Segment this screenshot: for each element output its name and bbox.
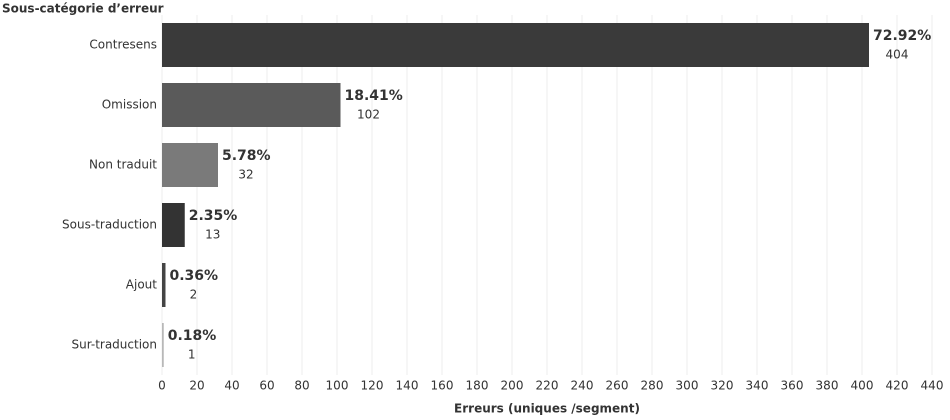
y-tick-label: Contresens [89, 38, 157, 52]
x-tick-label: 240 [571, 379, 594, 393]
x-tick-label: 260 [606, 379, 629, 393]
percent-label: 18.41% [345, 88, 403, 104]
bar [162, 143, 218, 187]
x-tick-label: 200 [501, 379, 524, 393]
y-tick-label: Sur-traduction [71, 338, 157, 352]
x-tick-label: 280 [641, 379, 664, 393]
percent-label: 72.92% [873, 28, 931, 44]
value-label: 102 [357, 108, 380, 122]
value-label: 1 [188, 348, 196, 362]
bar [162, 323, 164, 367]
x-tick-label: 40 [224, 379, 239, 393]
x-tick-label: 360 [781, 379, 804, 393]
percent-label: 2.35% [189, 208, 238, 224]
value-label: 404 [886, 48, 909, 62]
x-tick-label: 440 [921, 379, 944, 393]
percent-label: 0.36% [170, 268, 219, 284]
x-tick-label: 120 [361, 379, 384, 393]
x-tick-label: 320 [711, 379, 734, 393]
bar [162, 83, 341, 127]
x-tick-label: 60 [259, 379, 274, 393]
value-label: 32 [238, 168, 253, 182]
value-label: 2 [190, 288, 198, 302]
percent-label: 0.18% [168, 328, 217, 344]
x-tick-label: 220 [536, 379, 559, 393]
y-tick-label: Ajout [126, 278, 157, 292]
x-tick-label: 160 [431, 379, 454, 393]
x-tick-label: 400 [851, 379, 874, 393]
x-tick-label: 300 [676, 379, 699, 393]
y-tick-label: Non traduit [89, 158, 157, 172]
x-tick-label: 20 [189, 379, 204, 393]
x-tick-label: 140 [396, 379, 419, 393]
y-tick-label: Sous-traduction [62, 218, 157, 232]
x-tick-label: 80 [294, 379, 309, 393]
bar [162, 23, 869, 67]
x-tick-label: 340 [746, 379, 769, 393]
bar [162, 203, 185, 247]
y-axis-title: Sous-catégorie d’erreur [2, 2, 164, 16]
x-tick-label: 420 [886, 379, 909, 393]
percent-label: 5.78% [222, 148, 271, 164]
x-axis-title: Erreurs (uniques /segment) [454, 402, 640, 416]
x-tick-label: 380 [816, 379, 839, 393]
x-tick-label: 100 [326, 379, 349, 393]
x-tick-label: 180 [466, 379, 489, 393]
x-tick-label: 0 [158, 379, 166, 393]
value-label: 13 [205, 228, 220, 242]
y-tick-label: Omission [102, 98, 157, 112]
bar [162, 263, 166, 307]
